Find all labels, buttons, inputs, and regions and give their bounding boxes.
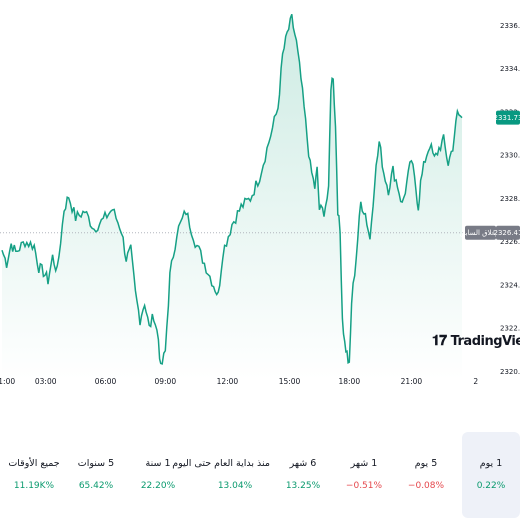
period-change-value: 22.20% (140, 481, 176, 491)
y-tick-label: 2322.00 (500, 325, 520, 333)
period-change-value: 0.22% (476, 481, 506, 491)
prev-close-label-badge-bg (465, 225, 496, 240)
price-line (1, 13, 463, 365)
y-tick-label: 2320.00 (500, 368, 520, 376)
x-tick-label: 12:00 (217, 377, 239, 386)
x-tick-label: 01:00 (0, 377, 15, 386)
period-button[interactable]: جميع الأوقات 11.19K% (6, 432, 62, 518)
x-tick-label: 2 (473, 377, 478, 386)
period-button[interactable]: 1 يوم 0.22% (462, 432, 520, 518)
period-button[interactable]: 5 يوم −0.08% (398, 432, 454, 518)
period-label: 5 سنوات (77, 458, 115, 469)
tradingview-watermark: TradingView (450, 333, 520, 349)
period-change-value: −0.08% (407, 481, 445, 491)
tradingview-logo-icon: 𝟏𝟕 (432, 333, 447, 349)
x-tick-label: 06:00 (95, 377, 117, 386)
y-tick-label: 2330.00 (500, 152, 520, 160)
x-tick-label: 09:00 (154, 377, 176, 386)
period-button[interactable]: 5 سنوات 65.42% (68, 432, 124, 518)
current-price-badge: 2331.73 (494, 114, 520, 122)
period-button[interactable]: 1 سنة 22.20% (130, 432, 186, 518)
period-change-value: 13.25% (285, 481, 321, 491)
period-label: 6 شهر (289, 458, 317, 469)
x-tick-label: 15:00 (279, 377, 301, 386)
period-selector: جميع الأوقات 11.19K% 5 سنوات 65.42% 1 سنة 22.… (0, 432, 520, 520)
prev-close-label-badge: الإغلاق السابق (460, 229, 502, 237)
y-tick-label: 2326.00 (500, 238, 520, 246)
y-tick-label: 2336.00 (500, 22, 520, 30)
period-button[interactable]: منذ بداية العام حتى اليوم 13.04% (172, 432, 270, 518)
current-price-badge-bg (496, 110, 520, 125)
price-area (2, 14, 462, 380)
y-tick-label: 2334.00 (500, 65, 520, 73)
period-label: منذ بداية العام حتى اليوم (172, 458, 270, 469)
period-button[interactable]: 1 شهر −0.51% (336, 432, 392, 518)
y-tick-label: 2324.00 (500, 281, 520, 289)
prev-close-value-badge: 2326.41 (494, 229, 520, 237)
period-change-value: 13.04% (217, 481, 253, 491)
y-tick-label: 2328.00 (500, 195, 520, 203)
period-change-value: 11.19K% (13, 481, 55, 491)
x-tick-label: 03:00 (35, 377, 57, 386)
period-button[interactable]: 6 شهر 13.25% (275, 432, 331, 518)
period-change-value: −0.51% (345, 481, 383, 491)
tradingview-logo: 𝟏𝟕 TradingView (432, 333, 520, 349)
period-change-value: 65.42% (78, 481, 114, 491)
price-chart[interactable]: 2336.002334.002332.002330.002328.002326.… (0, 0, 520, 400)
period-label: 1 شهر (350, 458, 378, 469)
x-tick-label: 18:00 (338, 377, 360, 386)
prev-close-value-badge-bg (496, 225, 520, 240)
period-label: 5 يوم (414, 458, 438, 469)
period-label: 1 سنة (145, 458, 171, 469)
period-label: 1 يوم (479, 458, 503, 469)
period-label: جميع الأوقات (8, 458, 60, 469)
x-tick-label: 21:00 (401, 377, 423, 386)
